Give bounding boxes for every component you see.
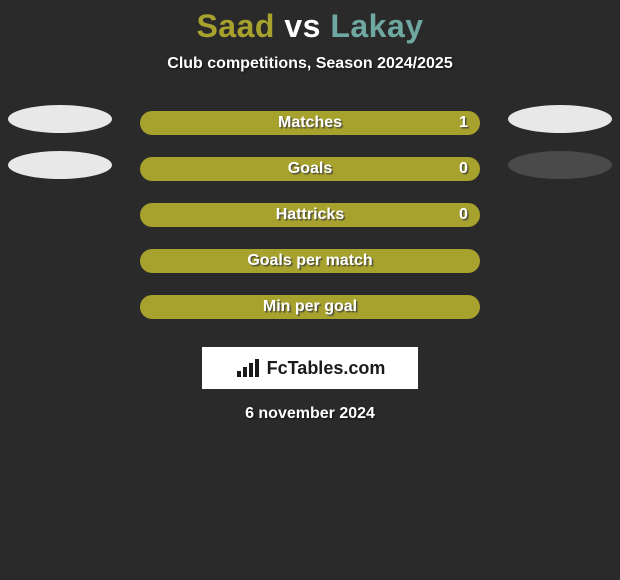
stat-bar bbox=[140, 203, 480, 227]
left-ellipse-icon bbox=[8, 105, 112, 133]
brand-text: FcTables.com bbox=[267, 358, 386, 379]
stat-rows-container: Matches 1 Goals 0 Hattricks 0 Goals per … bbox=[0, 111, 620, 341]
stat-row: Goals 0 bbox=[0, 157, 620, 203]
subtitle-text: Club competitions, Season 2024/2025 bbox=[0, 55, 620, 73]
stat-row: Goals per match bbox=[0, 249, 620, 295]
right-ellipse-icon bbox=[508, 151, 612, 179]
date-text: 6 november 2024 bbox=[0, 405, 620, 423]
stat-bar bbox=[140, 111, 480, 135]
stat-bar bbox=[140, 157, 480, 181]
bar-chart-icon bbox=[235, 357, 261, 379]
brand-box: FcTables.com bbox=[202, 347, 418, 389]
player1-name: Saad bbox=[196, 8, 274, 44]
stat-row: Matches 1 bbox=[0, 111, 620, 157]
player2-name: Lakay bbox=[330, 8, 423, 44]
title-vs: vs bbox=[284, 8, 321, 44]
stat-bar bbox=[140, 295, 480, 319]
stat-row: Min per goal bbox=[0, 295, 620, 341]
left-ellipse-icon bbox=[8, 151, 112, 179]
stat-row: Hattricks 0 bbox=[0, 203, 620, 249]
right-ellipse-icon bbox=[508, 105, 612, 133]
comparison-title: Saad vs Lakay bbox=[0, 0, 620, 45]
stat-bar bbox=[140, 249, 480, 273]
